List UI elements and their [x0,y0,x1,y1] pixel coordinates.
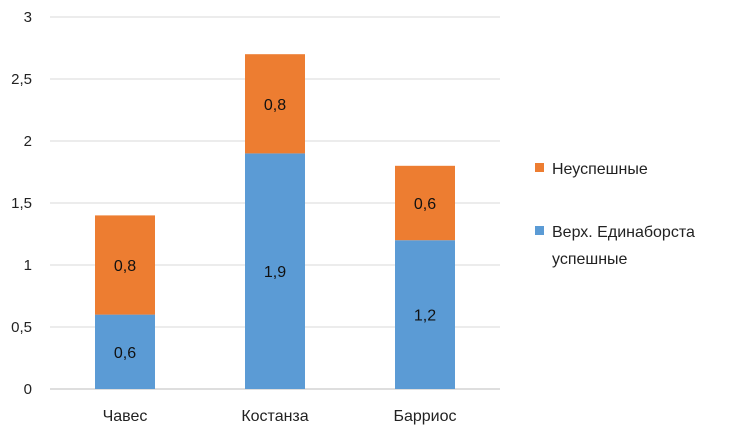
bar-segment [395,240,455,389]
y-tick-label: 1 [24,257,32,274]
y-tick-label: 3 [24,9,32,26]
data-label: 1,2 [414,308,436,325]
legend-label: успешные [552,251,628,268]
bar-segment [395,165,455,241]
data-label: 0,8 [114,258,136,275]
bar-segment [95,314,155,389]
x-axis-labels: Чавес Костанза Барриос [103,408,457,425]
legend-swatch [535,226,544,235]
data-label: 0,8 [264,97,286,114]
legend-label: Верх. Единаборста [552,224,695,241]
bars: 0,6 0,8 1,9 0,8 1,2 0,6 [95,54,455,389]
bar-segment [245,54,305,154]
y-axis-ticks: 0 0,5 1 1,5 2 2,5 3 [11,9,32,398]
y-tick-label: 2,5 [11,71,32,88]
bar-segment [245,153,305,389]
legend-swatch [535,163,544,172]
y-tick-label: 0,5 [11,319,32,336]
y-tick-label: 0 [24,381,32,398]
category-label: Чавес [103,408,148,425]
category-label: Барриос [393,408,456,425]
bar-segment [95,215,155,315]
y-tick-label: 1,5 [11,195,32,212]
data-label: 0,6 [414,196,436,213]
category-label: Костанза [241,408,308,425]
y-tick-label: 2 [24,133,32,150]
data-label: 0,6 [114,345,136,362]
legend-label: Неуспешные [552,161,648,178]
data-label: 1,9 [264,264,286,281]
legend: Неуспешные Верх. Единаборста успешные [535,161,695,268]
